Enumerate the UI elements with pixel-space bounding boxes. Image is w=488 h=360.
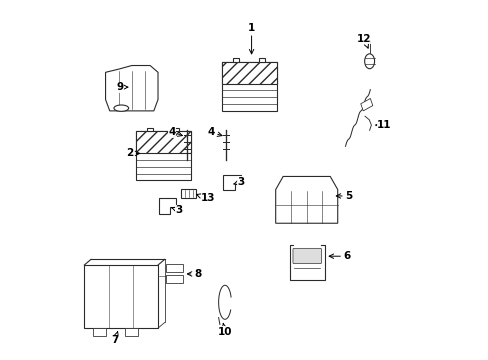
Text: 8: 8 [187,269,201,279]
Text: 13: 13 [196,193,215,203]
Polygon shape [223,175,240,190]
Text: 5: 5 [336,191,352,201]
Polygon shape [124,328,138,336]
Text: 9: 9 [116,82,128,92]
Text: 4: 4 [168,127,182,137]
Polygon shape [222,62,277,111]
Text: 3: 3 [233,177,244,187]
Polygon shape [181,189,196,198]
Text: 10: 10 [217,323,232,337]
Text: 6: 6 [328,251,350,261]
Ellipse shape [364,54,374,69]
Polygon shape [258,58,264,62]
Polygon shape [105,66,158,111]
Polygon shape [93,328,106,336]
Polygon shape [165,275,183,283]
Text: 2: 2 [125,148,140,158]
Polygon shape [84,265,158,328]
Text: 12: 12 [356,34,371,48]
Text: 4: 4 [207,127,222,137]
Polygon shape [360,99,372,111]
Polygon shape [136,131,191,153]
Polygon shape [222,62,277,84]
Polygon shape [232,58,239,62]
Polygon shape [136,131,191,180]
Text: 3: 3 [171,205,182,215]
FancyBboxPatch shape [292,248,321,264]
Polygon shape [275,176,337,223]
Text: 7: 7 [111,332,119,345]
Polygon shape [165,264,183,272]
Text: 11: 11 [375,120,391,130]
Text: 1: 1 [247,23,255,54]
Polygon shape [159,198,176,214]
Polygon shape [172,128,179,131]
Ellipse shape [114,105,128,111]
Polygon shape [146,128,153,131]
